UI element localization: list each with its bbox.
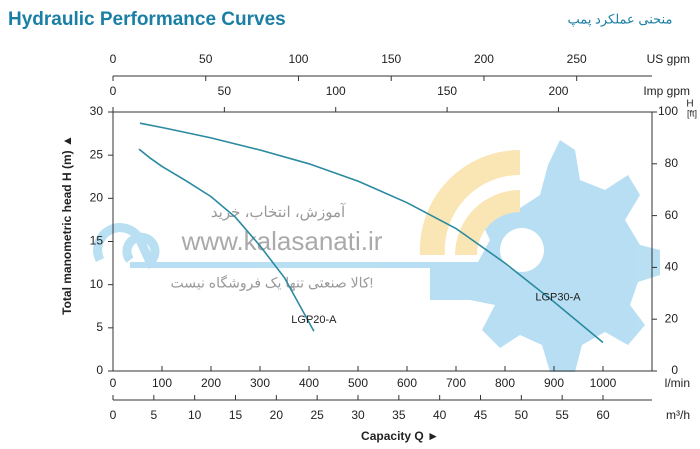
x-tick-label: 100 [152, 376, 172, 390]
watermark-art [93, 140, 660, 372]
y2-tick-label: 80 [665, 156, 679, 170]
x-tick-label: 40 [433, 408, 447, 422]
bar-deco [130, 262, 430, 268]
x-tick-label: 0 [110, 408, 117, 422]
watermark-text: آموزش، انتخاب، خرید [211, 203, 346, 221]
x-tick-label: 15 [229, 408, 243, 422]
x-tick-label: 50 [199, 52, 213, 66]
watermark-text: www.kalasanati.ir [181, 226, 383, 256]
x-tick-label: 100 [326, 84, 346, 98]
x-tick-label: 300 [250, 376, 270, 390]
y2-tick-label: 20 [665, 311, 679, 325]
y2-tick-label: 0 [671, 363, 678, 377]
x-tick-label: 35 [392, 408, 406, 422]
series-label: LGP30-A [535, 291, 581, 303]
x-tick-label: 10 [188, 408, 202, 422]
x-tick-label: 25 [310, 408, 324, 422]
y-tick-label: 10 [90, 277, 104, 291]
x-tick-label: 500 [348, 376, 368, 390]
curve [139, 122, 604, 344]
x-tick-label: 200 [474, 52, 494, 66]
x-tick-label: 250 [567, 52, 587, 66]
x-tick-label: 0 [110, 84, 117, 98]
x-tick-label: 100 [288, 52, 308, 66]
wrench [93, 223, 160, 270]
x-tick-label: 50 [218, 84, 232, 98]
chart-title-fa: منحنی عملکرد پمپ [568, 11, 673, 27]
x-tick-label: 200 [201, 376, 221, 390]
x-tick-label: 1000 [590, 376, 617, 390]
chart-title: Hydraulic Performance Curves [8, 9, 286, 30]
x-tick-label: 50 [515, 408, 529, 422]
gear [430, 140, 660, 372]
x-unit: l/min [665, 376, 690, 390]
series-label: LGP20-A [291, 314, 337, 326]
axis-unit: m³/h [666, 408, 690, 422]
y2-tick-label: 60 [665, 208, 679, 222]
x-tick-label: 150 [437, 84, 457, 98]
x-tick-label: 800 [495, 376, 515, 390]
y2-axis-title: H [686, 99, 693, 110]
y-tick-label: 5 [96, 320, 103, 334]
axis-unit: US gpm [647, 52, 690, 66]
x-tick-label: 60 [596, 408, 610, 422]
gear-hole [500, 228, 544, 272]
y2-unit: [ft] [687, 108, 697, 118]
x-tick-label: 900 [544, 376, 564, 390]
x-tick-label: 400 [299, 376, 319, 390]
x-axis-title: Capacity Q ► [361, 429, 439, 443]
watermark-text: کالا صنعتی تنها یک فروشگاه نیست! [171, 275, 374, 292]
x-tick-label: 700 [446, 376, 466, 390]
arcs [419, 149, 520, 255]
y-tick-label: 15 [90, 234, 104, 248]
x-tick-label: 20 [270, 408, 284, 422]
x-tick-label: 150 [381, 52, 401, 66]
x-tick-label: 200 [548, 84, 568, 98]
axis-unit: Imp gpm [643, 84, 690, 98]
y-tick-label: 25 [90, 147, 104, 161]
y2-tick-label: 100 [658, 104, 678, 118]
x-tick-label: 30 [351, 408, 365, 422]
y-tick-label: 30 [90, 104, 104, 118]
x-tick-label: 0 [110, 376, 117, 390]
x-tick-label: 55 [555, 408, 569, 422]
y-tick-label: 20 [90, 191, 104, 205]
x-tick-label: 600 [397, 376, 417, 390]
x-tick-label: 45 [474, 408, 488, 422]
y-axis-title: Total manometric head H (m) ▲ [60, 135, 74, 315]
x-tick-label: 0 [110, 52, 117, 66]
y-tick-label: 0 [96, 363, 103, 377]
y2-tick-label: 40 [665, 260, 679, 274]
x-tick-label: 5 [150, 408, 157, 422]
curve [138, 148, 315, 332]
